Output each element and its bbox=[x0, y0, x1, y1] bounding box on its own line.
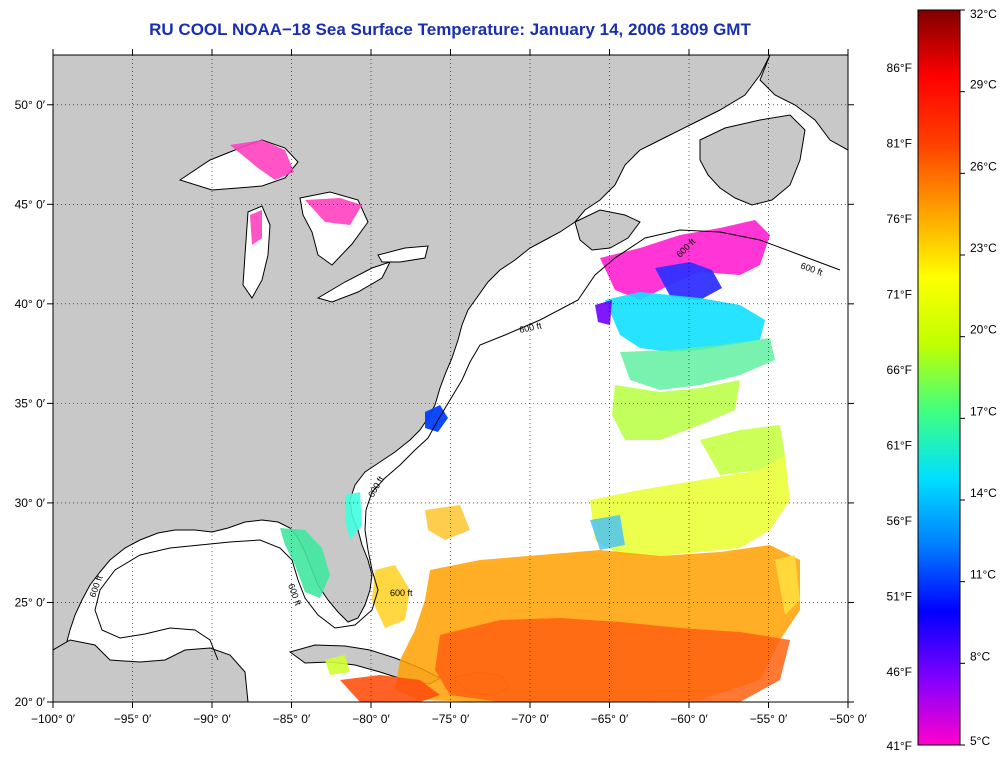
colorbar-gradient bbox=[917, 9, 961, 746]
sst-patch bbox=[230, 140, 294, 180]
celsius-label: 5°C bbox=[970, 734, 990, 748]
sst-patch bbox=[425, 505, 470, 540]
lat-tick-label: 30° 0′ bbox=[15, 496, 46, 510]
lat-tick-label: 40° 0′ bbox=[15, 297, 46, 311]
sst-patch bbox=[435, 618, 790, 702]
lon-tick-label: −60° 0′ bbox=[670, 712, 708, 726]
lon-tick-label: −50° 0′ bbox=[829, 712, 867, 726]
sst-patch bbox=[372, 565, 410, 628]
sst-patch bbox=[425, 405, 448, 432]
isobath-600ft bbox=[291, 229, 841, 629]
celsius-label: 32°C bbox=[970, 7, 997, 21]
lon-tick-label: −65° 0′ bbox=[591, 712, 629, 726]
labrador-land bbox=[759, 55, 848, 151]
sst-data-layer bbox=[230, 140, 800, 702]
map-title: RU COOL NOAA−18 Sea Surface Temperature:… bbox=[149, 20, 751, 39]
sst-patch bbox=[595, 300, 612, 325]
sst-patch bbox=[340, 675, 440, 702]
sst-patch bbox=[325, 655, 350, 675]
celsius-label: 17°C bbox=[970, 404, 997, 418]
lat-tick-label: 25° 0′ bbox=[15, 595, 46, 609]
fahrenheit-label: 66°F bbox=[887, 363, 912, 377]
fahrenheit-label: 86°F bbox=[887, 61, 912, 75]
lon-tick-label: −85° 0′ bbox=[273, 712, 311, 726]
fahrenheit-label: 41°F bbox=[887, 739, 912, 753]
sst-patch bbox=[250, 210, 262, 245]
lon-tick-label: −55° 0′ bbox=[750, 712, 788, 726]
isobath-label: 600 ft bbox=[518, 320, 543, 335]
lon-tick-label: −80° 0′ bbox=[352, 712, 390, 726]
lake-ontario bbox=[377, 245, 429, 263]
sst-patch bbox=[280, 528, 330, 598]
axis-ticks: −100° 0′ −95° 0′ −90° 0′ −85° 0′ −80° 0′ −75°… bbox=[15, 49, 867, 726]
sst-patch bbox=[600, 220, 770, 300]
celsius-label: 23°C bbox=[970, 241, 997, 255]
sst-patch bbox=[305, 198, 362, 225]
lake-michigan bbox=[242, 205, 271, 299]
lat-tick-label: 45° 0′ bbox=[15, 197, 46, 211]
lat-tick-label: 50° 0′ bbox=[15, 98, 46, 112]
fahrenheit-label: 46°F bbox=[887, 665, 912, 679]
isobath-600ft-gulf bbox=[94, 539, 293, 661]
lon-tick-label: −90° 0′ bbox=[193, 712, 231, 726]
lat-tick-label: 20° 0′ bbox=[15, 695, 46, 709]
fahrenheit-label: 81°F bbox=[887, 137, 912, 151]
newfoundland-land bbox=[699, 114, 806, 206]
celsius-label: 14°C bbox=[970, 486, 997, 500]
isobath-label: 600 ft bbox=[390, 588, 413, 598]
sst-patch bbox=[590, 515, 625, 550]
sst-patch bbox=[775, 555, 800, 615]
sst-patch bbox=[612, 380, 740, 440]
lon-tick-label: −95° 0′ bbox=[114, 712, 152, 726]
colorbar-labels: 32°C 29°C 26°C 23°C 20°C 17°C 14°C 11°C 8°C 5°C 86… bbox=[887, 7, 998, 753]
lon-tick-label: −100° 0′ bbox=[31, 712, 76, 726]
lake-erie bbox=[316, 261, 391, 303]
nova-scotia-land bbox=[574, 209, 641, 251]
sst-patch bbox=[590, 455, 790, 556]
celsius-label: 8°C bbox=[970, 649, 990, 663]
yucatan-land bbox=[53, 639, 249, 702]
grid-lines bbox=[53, 55, 848, 702]
fahrenheit-label: 76°F bbox=[887, 212, 912, 226]
fahrenheit-label: 56°F bbox=[887, 514, 912, 528]
sst-patch bbox=[620, 338, 775, 390]
sst-patch bbox=[655, 262, 722, 300]
fahrenheit-label: 51°F bbox=[887, 590, 912, 604]
sst-patch bbox=[700, 425, 785, 475]
lon-tick-label: −75° 0′ bbox=[432, 712, 470, 726]
celsius-label: 26°C bbox=[970, 159, 997, 173]
sst-patch bbox=[605, 292, 765, 352]
fahrenheit-label: 61°F bbox=[887, 439, 912, 453]
celsius-label: 20°C bbox=[970, 323, 997, 337]
celsius-label: 29°C bbox=[970, 78, 997, 92]
sst-patch bbox=[345, 492, 362, 540]
fahrenheit-label: 71°F bbox=[887, 288, 912, 302]
lat-tick-label: 35° 0′ bbox=[15, 396, 46, 410]
lon-tick-label: −70° 0′ bbox=[511, 712, 549, 726]
celsius-label: 11°C bbox=[970, 568, 996, 582]
